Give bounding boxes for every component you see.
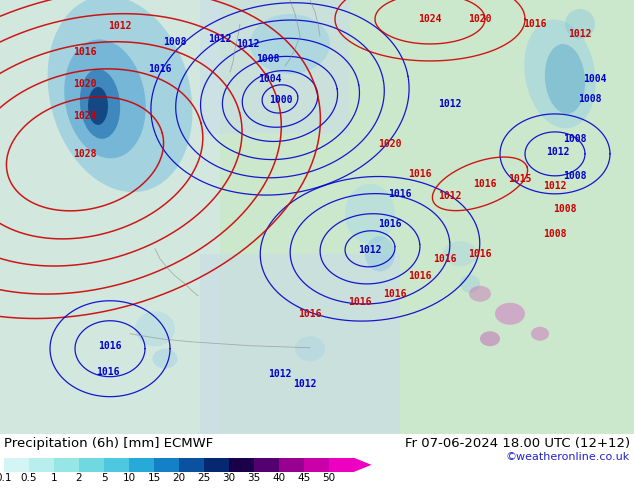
Text: 1016: 1016: [378, 219, 402, 229]
Text: 5: 5: [101, 473, 107, 483]
Ellipse shape: [153, 349, 178, 368]
Text: 1012: 1012: [547, 147, 570, 157]
Text: Precipitation (6h) [mm] ECMWF: Precipitation (6h) [mm] ECMWF: [4, 437, 213, 450]
Ellipse shape: [250, 14, 330, 74]
Text: Fr 07-06-2024 18.00 UTC (12+12): Fr 07-06-2024 18.00 UTC (12+12): [405, 437, 630, 450]
Ellipse shape: [545, 44, 585, 114]
Bar: [329, 458, 354, 472]
Text: 1012: 1012: [294, 379, 317, 389]
Text: 1008: 1008: [563, 134, 586, 144]
Ellipse shape: [469, 286, 491, 302]
Ellipse shape: [443, 241, 477, 266]
Text: ©weatheronline.co.uk: ©weatheronline.co.uk: [506, 452, 630, 462]
Text: 0.1: 0.1: [0, 473, 12, 483]
Ellipse shape: [524, 20, 596, 128]
Ellipse shape: [495, 303, 525, 325]
Text: 30: 30: [223, 473, 236, 483]
Text: 1008: 1008: [563, 171, 586, 181]
Bar: [304, 458, 329, 472]
Bar: [0, 0, 220, 434]
Ellipse shape: [531, 327, 549, 341]
Text: 1016: 1016: [388, 189, 411, 199]
Bar: [179, 458, 204, 472]
Text: 1012: 1012: [108, 21, 132, 31]
Text: 1008: 1008: [256, 54, 280, 64]
Text: 1008: 1008: [163, 37, 187, 47]
Text: 1016: 1016: [523, 19, 547, 29]
Text: 1020: 1020: [74, 79, 97, 89]
Text: 1012: 1012: [438, 99, 462, 109]
Text: 1008: 1008: [543, 229, 567, 239]
Text: 35: 35: [247, 473, 261, 483]
Bar: [200, 0, 350, 134]
Bar: [4, 458, 29, 472]
Ellipse shape: [135, 311, 175, 346]
Ellipse shape: [345, 184, 395, 244]
Text: 1012: 1012: [568, 29, 592, 39]
FancyArrow shape: [354, 458, 372, 472]
Text: 20: 20: [172, 473, 186, 483]
Text: 1016: 1016: [96, 367, 120, 377]
Ellipse shape: [565, 9, 595, 39]
Bar: [154, 458, 179, 472]
Text: 1008: 1008: [553, 204, 577, 214]
Text: 40: 40: [273, 473, 285, 483]
Text: 1016: 1016: [473, 179, 497, 189]
Text: 1020: 1020: [378, 139, 402, 149]
Ellipse shape: [80, 69, 120, 139]
Text: 1008: 1008: [578, 94, 602, 104]
Text: 1016: 1016: [98, 341, 122, 351]
Ellipse shape: [295, 336, 325, 361]
Bar: [54, 458, 79, 472]
Text: 1016: 1016: [469, 249, 492, 259]
Ellipse shape: [365, 236, 395, 271]
Text: 1012: 1012: [358, 245, 382, 255]
Text: 1016: 1016: [408, 169, 432, 179]
Ellipse shape: [64, 40, 146, 158]
Ellipse shape: [88, 87, 108, 125]
Text: 25: 25: [197, 473, 210, 483]
Text: 1: 1: [51, 473, 57, 483]
Text: 1016: 1016: [383, 289, 407, 299]
Text: 45: 45: [297, 473, 311, 483]
Text: 1016: 1016: [348, 297, 372, 307]
Bar: [204, 458, 229, 472]
Bar: [79, 458, 104, 472]
Text: 1024: 1024: [418, 14, 442, 24]
Bar: [104, 458, 129, 472]
Text: 1016: 1016: [74, 47, 97, 57]
Text: 1020: 1020: [469, 14, 492, 24]
Text: 1016: 1016: [408, 271, 432, 281]
Bar: [229, 458, 254, 472]
Bar: [129, 458, 154, 472]
Text: 1004: 1004: [583, 74, 607, 84]
Text: 50: 50: [323, 473, 335, 483]
Text: 1016: 1016: [433, 254, 456, 264]
Text: 1000: 1000: [269, 95, 293, 105]
Text: 1012: 1012: [236, 39, 260, 49]
Text: 1024: 1024: [74, 111, 97, 121]
Text: 10: 10: [122, 473, 136, 483]
Ellipse shape: [48, 0, 192, 192]
Text: 1012: 1012: [438, 191, 462, 201]
Text: 0.5: 0.5: [21, 473, 37, 483]
Ellipse shape: [460, 275, 480, 293]
Bar: [254, 458, 279, 472]
Text: 1016: 1016: [148, 64, 172, 74]
Text: 1012: 1012: [208, 34, 232, 44]
Text: 1012: 1012: [543, 181, 567, 191]
Text: 1015: 1015: [508, 174, 532, 184]
Text: 1028: 1028: [74, 149, 97, 159]
Bar: [279, 458, 304, 472]
Bar: [200, 254, 400, 434]
Ellipse shape: [480, 331, 500, 346]
Text: 1016: 1016: [298, 309, 321, 319]
Bar: [29, 458, 54, 472]
Text: 1004: 1004: [258, 74, 281, 84]
Text: 2: 2: [75, 473, 82, 483]
Text: 15: 15: [147, 473, 160, 483]
Text: 1012: 1012: [268, 368, 292, 379]
